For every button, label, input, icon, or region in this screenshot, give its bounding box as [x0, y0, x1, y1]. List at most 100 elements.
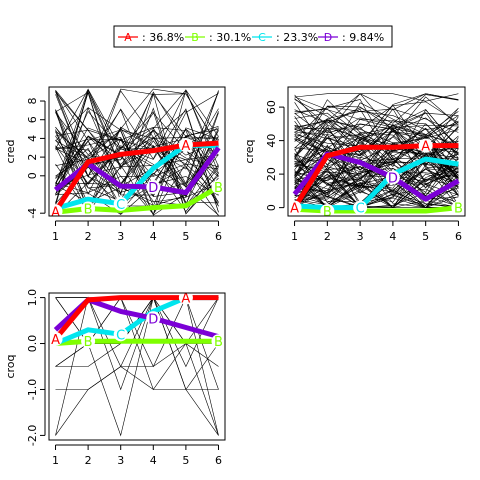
y-tick-label: -2.0: [26, 425, 39, 446]
plot-frame: [48, 86, 226, 217]
legend-entry: D : 9.84%: [318, 31, 384, 44]
y-tick-label: -4: [26, 208, 39, 219]
marker-background: [211, 334, 226, 349]
background-trajectory: [294, 129, 459, 176]
y-axis-label: creq: [243, 139, 256, 163]
legend: A : 36.8% B : 30.1% C : 23.3% D : 9.84%: [113, 25, 393, 48]
marker-letter: A: [51, 205, 60, 220]
x-tick-label: 3: [357, 230, 364, 243]
background-trajectory: [294, 93, 459, 133]
background-trajectory: [294, 165, 459, 208]
y-axis-label: cred: [4, 139, 17, 163]
x-tick-label: 1: [52, 454, 59, 467]
x-tick-label: 4: [389, 230, 396, 243]
marker-letter: A: [421, 140, 430, 155]
marker-letter: D: [388, 171, 398, 186]
marker-background: [451, 200, 466, 215]
legend-label: : 30.1%: [209, 31, 251, 44]
background-trajectory: [55, 90, 219, 187]
y-tick-label: 4: [26, 135, 39, 142]
background-trajectory: [55, 89, 219, 202]
y-tick-label: 40: [265, 134, 278, 148]
background-trajectory: [55, 90, 219, 177]
x-tick-label: 4: [150, 454, 157, 467]
y-tick-label: 6: [26, 116, 39, 123]
background-trajectory: [294, 166, 459, 208]
marker-background: [146, 180, 161, 195]
x-tick-label: 1: [291, 230, 298, 243]
background-trajectory: [55, 138, 219, 177]
marker-background: [178, 290, 193, 305]
marker-letter: A: [51, 333, 60, 348]
marker-background: [48, 331, 63, 346]
marker-letter: C: [116, 328, 125, 343]
legend-letter: B: [191, 31, 199, 44]
background-trajectory: [55, 112, 219, 206]
background-trajectory: [294, 93, 459, 111]
legend-label: : 23.3%: [276, 31, 318, 44]
marker-letter: B: [84, 335, 93, 350]
marker-letter: B: [454, 202, 463, 217]
background-trajectory: [294, 169, 459, 208]
legend-label: : 9.84%: [342, 31, 384, 44]
marker-background: [48, 204, 63, 219]
marker-letter: C: [116, 198, 125, 213]
y-tick-label: 0: [265, 204, 278, 211]
background-trajectory: [294, 168, 459, 206]
panel-cred: A A B B C D -4 0 2 4 6 8 1 2 3 4 5 6 cred: [4, 86, 226, 243]
background-trajectory: [294, 154, 459, 208]
y-tick-label: 2: [26, 154, 39, 161]
marker-background: [146, 311, 161, 326]
background-trajectory: [55, 91, 219, 196]
x-tick-label: 2: [85, 454, 92, 467]
marker-letter: B: [214, 335, 223, 350]
marker-background: [211, 180, 226, 195]
legend-label: : 36.8%: [142, 31, 184, 44]
marker-letter: D: [148, 312, 158, 327]
legend-letter: A: [124, 31, 132, 44]
x-tick-label: 5: [422, 230, 429, 243]
x-tick-label: 3: [117, 454, 124, 467]
series-line-B: [55, 338, 219, 346]
marker-background: [320, 203, 335, 218]
legend-entry: A : 36.8%: [118, 31, 184, 44]
x-tick-label: 6: [215, 230, 222, 243]
y-tick-label: 20: [265, 167, 278, 181]
legend-letter: D: [324, 31, 332, 44]
marker-background: [287, 200, 302, 215]
background-trajectory: [55, 90, 219, 167]
background-trajectory: [55, 108, 219, 215]
background-trajectory: [294, 177, 459, 196]
x-tick-label: 4: [150, 230, 157, 243]
x-tick-label: 2: [85, 230, 92, 243]
marker-letter: B: [214, 181, 223, 196]
y-tick-label: 60: [265, 100, 278, 114]
marker-letter: C: [356, 202, 365, 217]
marker-background: [113, 196, 128, 211]
plot-frame: [287, 86, 466, 217]
marker-background: [81, 201, 96, 216]
marker-background: [81, 334, 96, 349]
plot-frame: [48, 292, 226, 441]
background-trajectory: [294, 109, 459, 167]
background-trajectory: [294, 106, 459, 141]
background-trajectory: [55, 166, 219, 216]
background-trajectory: [294, 178, 459, 208]
x-tick-label: 5: [182, 230, 189, 243]
legend-entry: C : 23.3%: [252, 31, 318, 44]
marker-background: [178, 137, 193, 152]
legend-letter: C: [258, 31, 266, 44]
y-tick-label: -1.0: [26, 379, 39, 400]
x-tick-label: 6: [215, 454, 222, 467]
background-trajectory: [294, 139, 459, 198]
background-trajectory: [294, 101, 459, 157]
y-tick-label: 0: [26, 172, 39, 179]
background-trajectory: [294, 96, 459, 128]
marker-background: [418, 138, 433, 153]
marker-letter: A: [290, 202, 299, 217]
background-trajectory: [294, 160, 459, 208]
panel-croq: A A B B C D -2.0 -1.0 0.0 1.0 1 2 3 4 5 6 croq: [4, 289, 226, 467]
x-tick-label: 1: [52, 230, 59, 243]
y-axis-label: croq: [4, 354, 17, 378]
